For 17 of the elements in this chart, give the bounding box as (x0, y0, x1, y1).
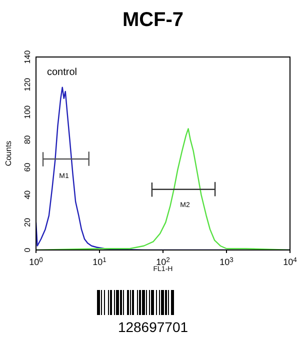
x-tick-label: 10$^{2}$ (156, 256, 170, 267)
y-tick-label: 140 (23, 50, 32, 64)
y-tick-label: 40 (23, 190, 32, 200)
annotation: control (46, 67, 78, 78)
y-tick-label: 20 (23, 217, 32, 227)
y-tick-label: 0 (23, 247, 32, 252)
x-tick-label: 10$^{1}$ (92, 256, 107, 267)
x-tick-label: 10$^{4}$ (283, 256, 298, 267)
y-tick-label: 120 (23, 77, 32, 92)
y-tick-label: 60 (23, 162, 32, 172)
chart-title: MCF-7 (122, 9, 184, 31)
text: 128697701 (118, 319, 188, 335)
y-tick-label: 80 (23, 134, 32, 144)
y-tick-label: 100 (23, 104, 32, 119)
x-tick-label: 10$^{0}$ (29, 256, 44, 267)
x-tick-label: 10$^{3}$ (220, 256, 234, 267)
y-axis-title: Counts (4, 140, 13, 166)
